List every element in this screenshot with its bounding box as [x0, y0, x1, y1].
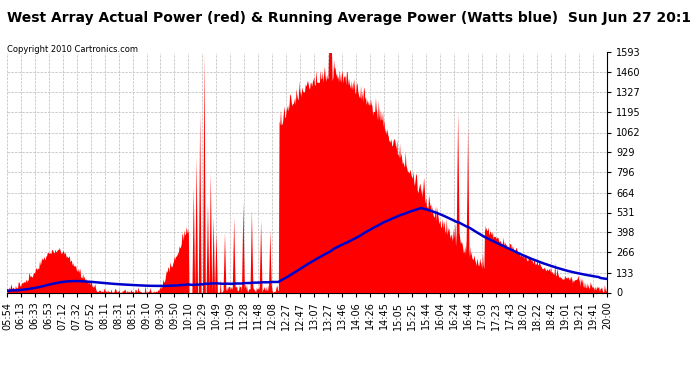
Text: West Array Actual Power (red) & Running Average Power (Watts blue)  Sun Jun 27 2: West Array Actual Power (red) & Running … [7, 11, 690, 25]
Text: Copyright 2010 Cartronics.com: Copyright 2010 Cartronics.com [7, 45, 138, 54]
